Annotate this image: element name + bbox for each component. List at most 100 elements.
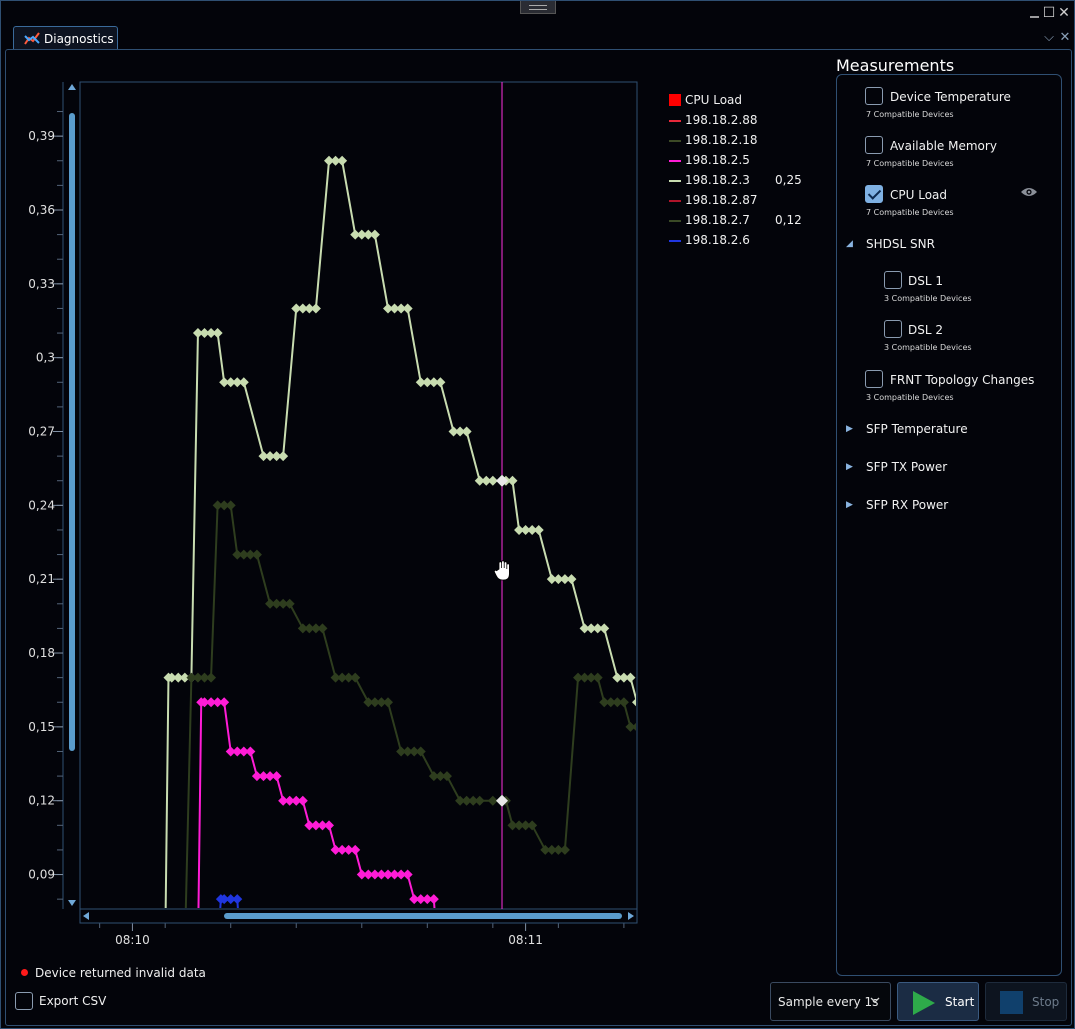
- data-point: [566, 574, 577, 585]
- frnt-topology-checkbox[interactable]: [865, 370, 883, 388]
- data-point: [382, 697, 393, 708]
- data-point: [284, 598, 295, 609]
- cpu-load-checkbox[interactable]: [865, 185, 883, 203]
- data-point: [396, 746, 407, 757]
- expanded-triangle-icon[interactable]: ◢: [846, 239, 853, 249]
- scroll-up-icon[interactable]: [68, 84, 76, 90]
- sfp-temperature-group[interactable]: SFP Temperature: [866, 422, 968, 436]
- y-tick-label: 0,18: [28, 646, 55, 660]
- sfp-rx-power-group[interactable]: SFP RX Power: [866, 498, 949, 512]
- data-point: [382, 303, 393, 314]
- legend-title-swatch: [669, 94, 681, 106]
- export-csv-checkbox[interactable]: [15, 992, 33, 1010]
- visibility-eye-icon[interactable]: [1020, 186, 1038, 198]
- scroll-down-icon[interactable]: [68, 900, 76, 906]
- data-point: [304, 303, 315, 314]
- data-point: [232, 549, 243, 560]
- scroll-right-icon[interactable]: [628, 912, 634, 920]
- device-temperature-label[interactable]: Device Temperature: [890, 90, 1011, 104]
- cpu-load-chart[interactable]: 0,09 0,12 0,15 0,18 0,21 0,24 0,27 0,3 0,33 0,36 0…: [1, 1, 1075, 961]
- data-point: [625, 672, 636, 683]
- tracker-cursor[interactable]: [494, 82, 510, 909]
- window-drag-handle[interactable]: [520, 1, 556, 14]
- export-csv-label[interactable]: Export CSV: [39, 994, 107, 1008]
- data-point: [284, 795, 295, 806]
- data-point: [304, 820, 315, 831]
- legend-item: 198.18.2.87: [669, 191, 829, 209]
- data-point: [618, 672, 629, 683]
- data-point: [271, 598, 282, 609]
- collapsed-triangle-icon[interactable]: ▶: [846, 462, 853, 472]
- x-tick-label: 08:10: [115, 933, 150, 947]
- data-point: [317, 820, 328, 831]
- data-point: [422, 894, 433, 905]
- data-point: [415, 746, 426, 757]
- frnt-topology-label[interactable]: FRNT Topology Changes: [890, 373, 1035, 387]
- data-point: [225, 500, 236, 511]
- data-point: [579, 623, 590, 634]
- legend-title-label: CPU Load: [685, 93, 742, 107]
- maximize-icon[interactable]: ☐: [1042, 5, 1056, 21]
- data-point: [461, 795, 472, 806]
- data-point: [265, 771, 276, 782]
- legend-item: 198.18.2.5: [669, 151, 829, 169]
- cpu-load-compatible: 7 Compatible Devices: [866, 208, 954, 217]
- data-point: [192, 672, 203, 683]
- tab-diagnostics[interactable]: Diagnostics: [13, 26, 118, 50]
- tab-menu-chevron-icon[interactable]: ⌵: [1044, 30, 1054, 45]
- dsl1-checkbox[interactable]: [884, 271, 902, 289]
- data-point: [559, 844, 570, 855]
- data-point: [179, 672, 190, 683]
- collapsed-triangle-icon[interactable]: ▶: [846, 424, 853, 434]
- cpu-load-label[interactable]: CPU Load: [890, 188, 947, 202]
- legend-item-label: 198.18.2.6: [685, 233, 750, 247]
- data-point: [487, 475, 498, 486]
- dsl2-checkbox[interactable]: [884, 320, 902, 338]
- data-point: [514, 820, 525, 831]
- data-point: [232, 746, 243, 757]
- legend-item: 198.18.2.7 0,12: [669, 211, 829, 229]
- data-point: [540, 844, 551, 855]
- y-scrollbar[interactable]: [68, 84, 76, 906]
- data-point: [330, 672, 341, 683]
- x-scrollbar[interactable]: [79, 908, 638, 924]
- device-temperature-checkbox[interactable]: [865, 87, 883, 105]
- available-memory-label[interactable]: Available Memory: [890, 139, 997, 153]
- dsl2-label[interactable]: DSL 2: [908, 323, 943, 337]
- legend-item: 198.18.2.6: [669, 231, 829, 249]
- data-point: [186, 672, 197, 683]
- start-button[interactable]: Start: [897, 982, 979, 1021]
- sfp-tx-power-group[interactable]: SFP TX Power: [866, 460, 948, 474]
- data-point: [599, 623, 610, 634]
- data-point: [278, 598, 289, 609]
- collapsed-triangle-icon[interactable]: ▶: [846, 500, 853, 510]
- data-point: [376, 869, 387, 880]
- data-point: [448, 426, 459, 437]
- legend-swatch: [669, 120, 681, 122]
- plot-area[interactable]: [79, 81, 638, 910]
- data-point: [166, 672, 177, 683]
- scroll-left-icon[interactable]: [83, 912, 89, 920]
- data-point: [356, 229, 367, 240]
- data-point: [199, 328, 210, 339]
- shdsl-snr-group[interactable]: SHDSL SNR: [866, 237, 935, 251]
- data-point: [271, 451, 282, 462]
- data-point: [520, 820, 531, 831]
- dsl1-label[interactable]: DSL 1: [908, 274, 943, 288]
- data-point: [317, 623, 328, 634]
- data-point: [553, 844, 564, 855]
- data-point: [199, 697, 210, 708]
- close-window-icon[interactable]: ✕: [1058, 5, 1070, 21]
- data-point: [363, 229, 374, 240]
- minimize-icon[interactable]: [1027, 5, 1043, 21]
- y-scroll-thumb[interactable]: [69, 113, 75, 751]
- data-point: [265, 451, 276, 462]
- tab-close-icon[interactable]: ✕: [1059, 30, 1071, 45]
- y-axis: 0,09 0,12 0,15 0,18 0,21 0,24 0,27 0,3 0,33 0,36 0…: [28, 82, 64, 909]
- x-scroll-thumb[interactable]: [224, 913, 622, 919]
- sample-interval-select[interactable]: Sample every 1s: [770, 982, 891, 1021]
- data-point: [324, 155, 335, 166]
- available-memory-checkbox[interactable]: [865, 136, 883, 154]
- data-point: [206, 672, 217, 683]
